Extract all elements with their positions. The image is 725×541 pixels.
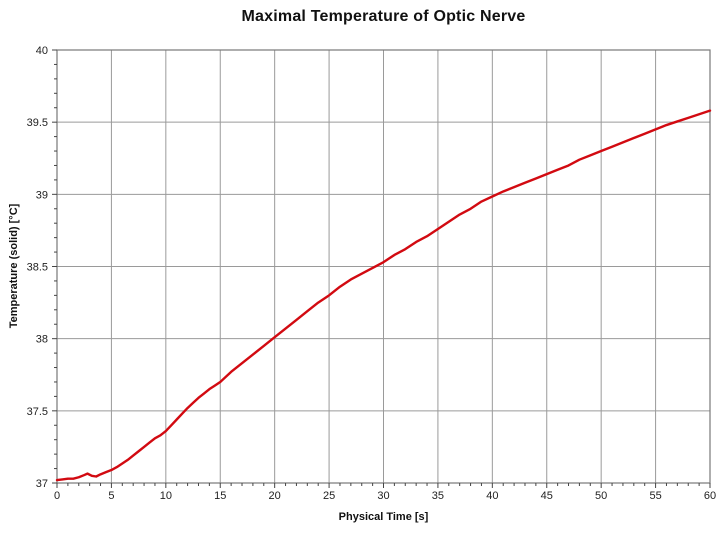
chart-title: Maximal Temperature of Optic Nerve: [241, 8, 526, 25]
x-tick-label: 5: [108, 490, 114, 502]
x-tick-label: 25: [323, 490, 335, 502]
y-tick-label: 37: [36, 478, 48, 490]
y-tick-label: 39: [36, 189, 48, 201]
y-tick-label: 38.5: [27, 262, 48, 274]
x-tick-label: 60: [704, 490, 716, 502]
y-tick-label: 38: [36, 334, 48, 346]
temperature-curve: [55, 109, 712, 482]
x-tick-label: 20: [269, 490, 281, 502]
x-tick-label: 45: [541, 490, 553, 502]
x-tick-label: 55: [649, 490, 661, 502]
x-tick-label: 40: [486, 490, 498, 502]
x-tick-label: 0: [54, 490, 60, 502]
y-tick-label: 37.5: [27, 406, 48, 418]
y-tick-label: 40: [36, 45, 48, 57]
x-tick-label: 30: [377, 490, 389, 502]
y-tick-label: 39.5: [27, 117, 48, 129]
x-tick-label: 35: [432, 490, 444, 502]
x-axis-label: Physical Time [s]: [338, 511, 429, 523]
x-tick-label: 15: [214, 490, 226, 502]
x-tick-label: 10: [160, 490, 172, 502]
x-tick-label: 50: [595, 490, 607, 502]
